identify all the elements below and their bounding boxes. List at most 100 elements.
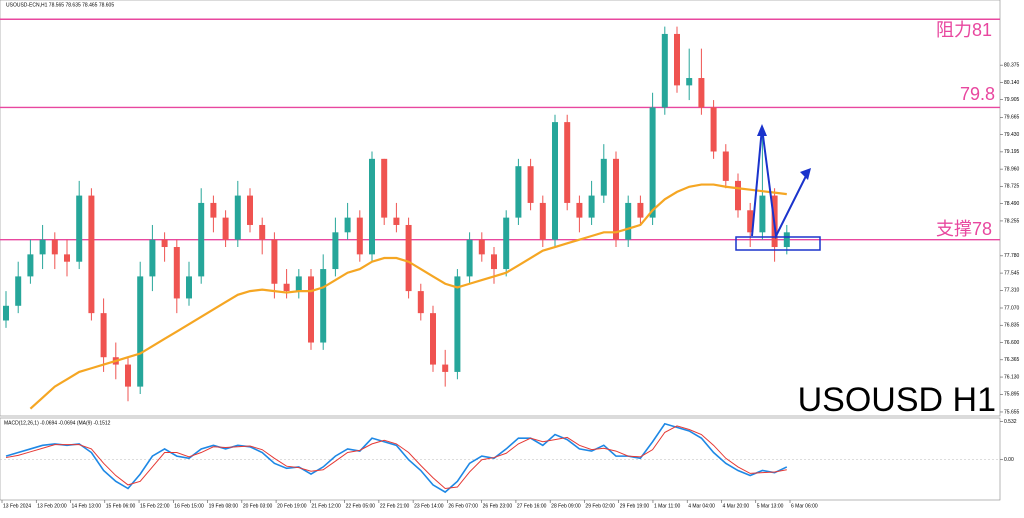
candle-body — [88, 195, 95, 314]
y-tick-label: 78.255 — [1004, 218, 1020, 224]
candle-body — [222, 217, 229, 240]
candle-body — [588, 195, 595, 218]
y-tick-label: 77.310 — [1004, 288, 1020, 294]
x-tick-label: 23 Feb 14:00 — [414, 503, 444, 509]
support-box — [735, 236, 821, 251]
forecast-arrow — [751, 127, 809, 240]
candle-body — [478, 239, 485, 255]
y-tick-label: 80.375 — [1004, 62, 1020, 68]
x-tick-label: 21 Feb 12:00 — [311, 503, 341, 509]
candle-body — [186, 276, 192, 299]
candle-body — [747, 210, 754, 233]
y-tick-label: 76.365 — [1004, 357, 1020, 363]
candle-body — [576, 202, 583, 218]
y-tick-label: 77.070 — [1004, 305, 1020, 311]
macd-line — [5, 425, 787, 490]
macd-line — [5, 422, 788, 494]
candle-body — [259, 224, 266, 240]
x-tick-label: 13 Feb 2024 — [3, 503, 31, 509]
y-tick-label: 77.545 — [1004, 270, 1020, 276]
candle-body — [295, 276, 302, 292]
candle-body — [552, 122, 558, 240]
candle-body — [783, 232, 790, 248]
watermark: USOUSD H1 — [798, 381, 996, 419]
candle-body — [51, 239, 58, 255]
candle-body — [405, 224, 412, 292]
x-tick-label: 6 Mar 06:00 — [791, 503, 818, 509]
candle-body — [417, 291, 424, 314]
y-tick-label: 77.780 — [1004, 253, 1020, 259]
candle-body — [515, 166, 522, 218]
x-tick-label: 15 Feb 06:00 — [106, 503, 136, 509]
x-tick-label: 16 Feb 15:00 — [174, 503, 204, 509]
y-tick-label: 79.665 — [1004, 115, 1020, 121]
macd-title: MACD(12,26,1) -0.0694 -0.0694 (MA(9) -0.… — [4, 420, 111, 426]
candle-body — [39, 239, 46, 255]
candle-body — [649, 107, 656, 218]
candle-body — [466, 239, 473, 277]
y-tick-label: 78.490 — [1004, 201, 1020, 207]
candle-body — [100, 313, 107, 358]
candle-body — [710, 107, 717, 152]
candle-body — [625, 202, 632, 240]
x-tick-label: 5 Mar 13:00 — [757, 503, 784, 509]
x-tick-label: 14 Feb 13:00 — [72, 503, 102, 509]
x-tick-label: 22 Feb 05:00 — [346, 503, 376, 509]
candle-body — [173, 247, 180, 299]
candle-body — [15, 276, 22, 306]
y-tick-label: 75.655 — [1004, 409, 1020, 415]
arrow-head — [757, 124, 767, 136]
candle-body — [759, 195, 766, 233]
candle-body — [369, 158, 375, 255]
candle-body — [539, 202, 546, 240]
x-tick-label: 1 Mar 11:00 — [654, 503, 681, 509]
y-tick-label: 79.905 — [1004, 97, 1020, 103]
annotation: 阻力81 — [936, 20, 992, 40]
candle-body — [210, 202, 217, 218]
x-tick-label: 26 Feb 07:00 — [448, 503, 478, 509]
macd-panel — [0, 417, 1001, 501]
y-tick-label: 76.130 — [1004, 374, 1020, 380]
candle-body — [161, 239, 168, 248]
x-tick-label: 26 Feb 23:00 — [483, 503, 513, 509]
candle-body — [247, 195, 253, 225]
candle-body — [527, 166, 534, 203]
candle-body — [198, 202, 205, 277]
x-tick-label: 20 Feb 03:00 — [243, 503, 273, 509]
annotation: 支撑78 — [936, 219, 992, 239]
x-tick-label: 20 Feb 19:00 — [277, 503, 307, 509]
y-tick-label: 78.960 — [1004, 166, 1020, 172]
y-tick-label: 76.835 — [1004, 323, 1020, 329]
candle-body — [613, 158, 619, 240]
y-tick-label: 79.195 — [1004, 149, 1020, 155]
x-tick-label: 29 Feb 02:00 — [585, 503, 615, 509]
main-panel — [0, 0, 1001, 417]
x-tick-label: 4 Mar 04:00 — [688, 503, 715, 509]
candle-body — [137, 276, 144, 387]
arrow-head — [800, 168, 811, 180]
y-tick-label: 76.600 — [1004, 340, 1020, 346]
x-tick-label: 22 Feb 21:00 — [380, 503, 410, 509]
candle-body — [234, 195, 241, 240]
x-tick-label: 19 Feb 08:00 — [209, 503, 239, 509]
candle-body — [3, 305, 9, 321]
candle-body — [491, 254, 497, 270]
annotation: 79.8 — [960, 84, 995, 104]
y-tick-label: 78.725 — [1004, 184, 1020, 190]
candle-body — [27, 254, 34, 277]
x-tick-label: 27 Feb 16:00 — [517, 503, 547, 509]
candle-body — [564, 122, 571, 203]
candle-body — [332, 232, 339, 270]
candle-body — [661, 33, 668, 108]
candle-body — [698, 78, 705, 108]
candle-body — [674, 33, 680, 86]
y-tick-label: 79.430 — [1004, 132, 1020, 138]
x-tick-label: 4 Mar 20:00 — [722, 503, 749, 509]
candle-body — [393, 217, 400, 225]
y-tick-label: 75.895 — [1004, 392, 1020, 398]
candle-body — [454, 276, 461, 372]
candle-body — [600, 158, 607, 196]
candle-body — [381, 158, 388, 218]
candle-body — [356, 217, 363, 255]
